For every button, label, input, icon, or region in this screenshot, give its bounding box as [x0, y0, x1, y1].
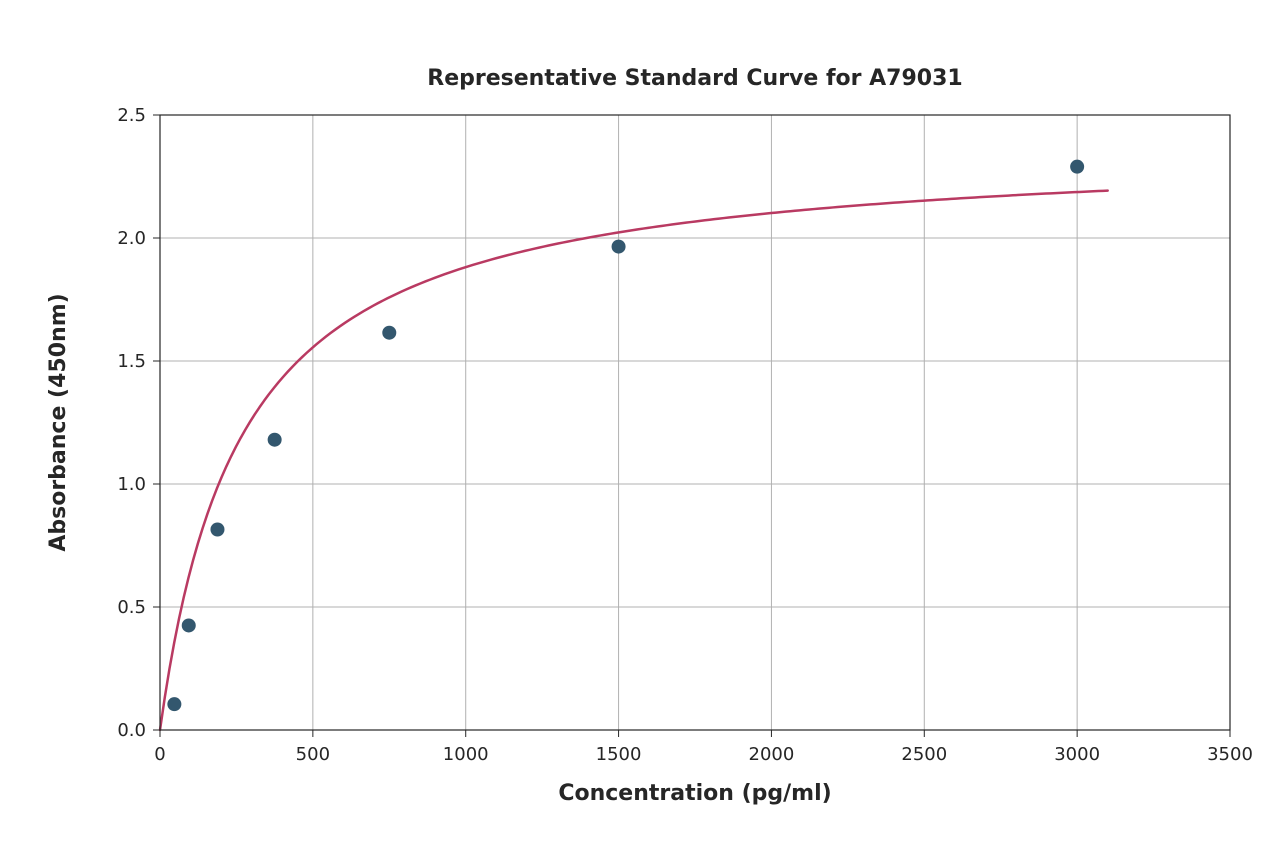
- y-tick-label: 0.5: [117, 597, 146, 618]
- y-axis-label: Absorbance (450nm): [46, 293, 71, 551]
- standard-curve-chart: 0 500 1000 1500 2000 2500 3000 3500 0.0 0.5 1.0 1.5…: [0, 0, 1280, 845]
- data-point: [1070, 160, 1084, 174]
- x-tick-label: 2000: [749, 744, 795, 765]
- x-tick-label: 1000: [443, 744, 489, 765]
- data-point: [612, 240, 626, 254]
- data-point: [268, 433, 282, 447]
- data-point: [167, 697, 181, 711]
- x-tick-label: 3500: [1207, 744, 1253, 765]
- chart-background: [0, 0, 1280, 845]
- x-tick-label: 1500: [596, 744, 642, 765]
- y-tick-label: 0.0: [117, 720, 146, 741]
- y-tick-label: 2.0: [117, 228, 146, 249]
- x-tick-label: 2500: [901, 744, 947, 765]
- y-tick-label: 1.0: [117, 474, 146, 495]
- data-point: [182, 618, 196, 632]
- chart-container: 0 500 1000 1500 2000 2500 3000 3500 0.0 0.5 1.0 1.5…: [0, 0, 1280, 845]
- y-tick-label: 2.5: [117, 105, 146, 126]
- chart-title: Representative Standard Curve for A79031: [427, 66, 962, 91]
- x-tick-label: 0: [154, 744, 165, 765]
- data-point: [210, 523, 224, 537]
- x-axis-label: Concentration (pg/ml): [558, 781, 831, 806]
- data-point: [382, 326, 396, 340]
- y-tick-label: 1.5: [117, 351, 146, 372]
- x-tick-label: 3000: [1054, 744, 1100, 765]
- x-tick-label: 500: [296, 744, 330, 765]
